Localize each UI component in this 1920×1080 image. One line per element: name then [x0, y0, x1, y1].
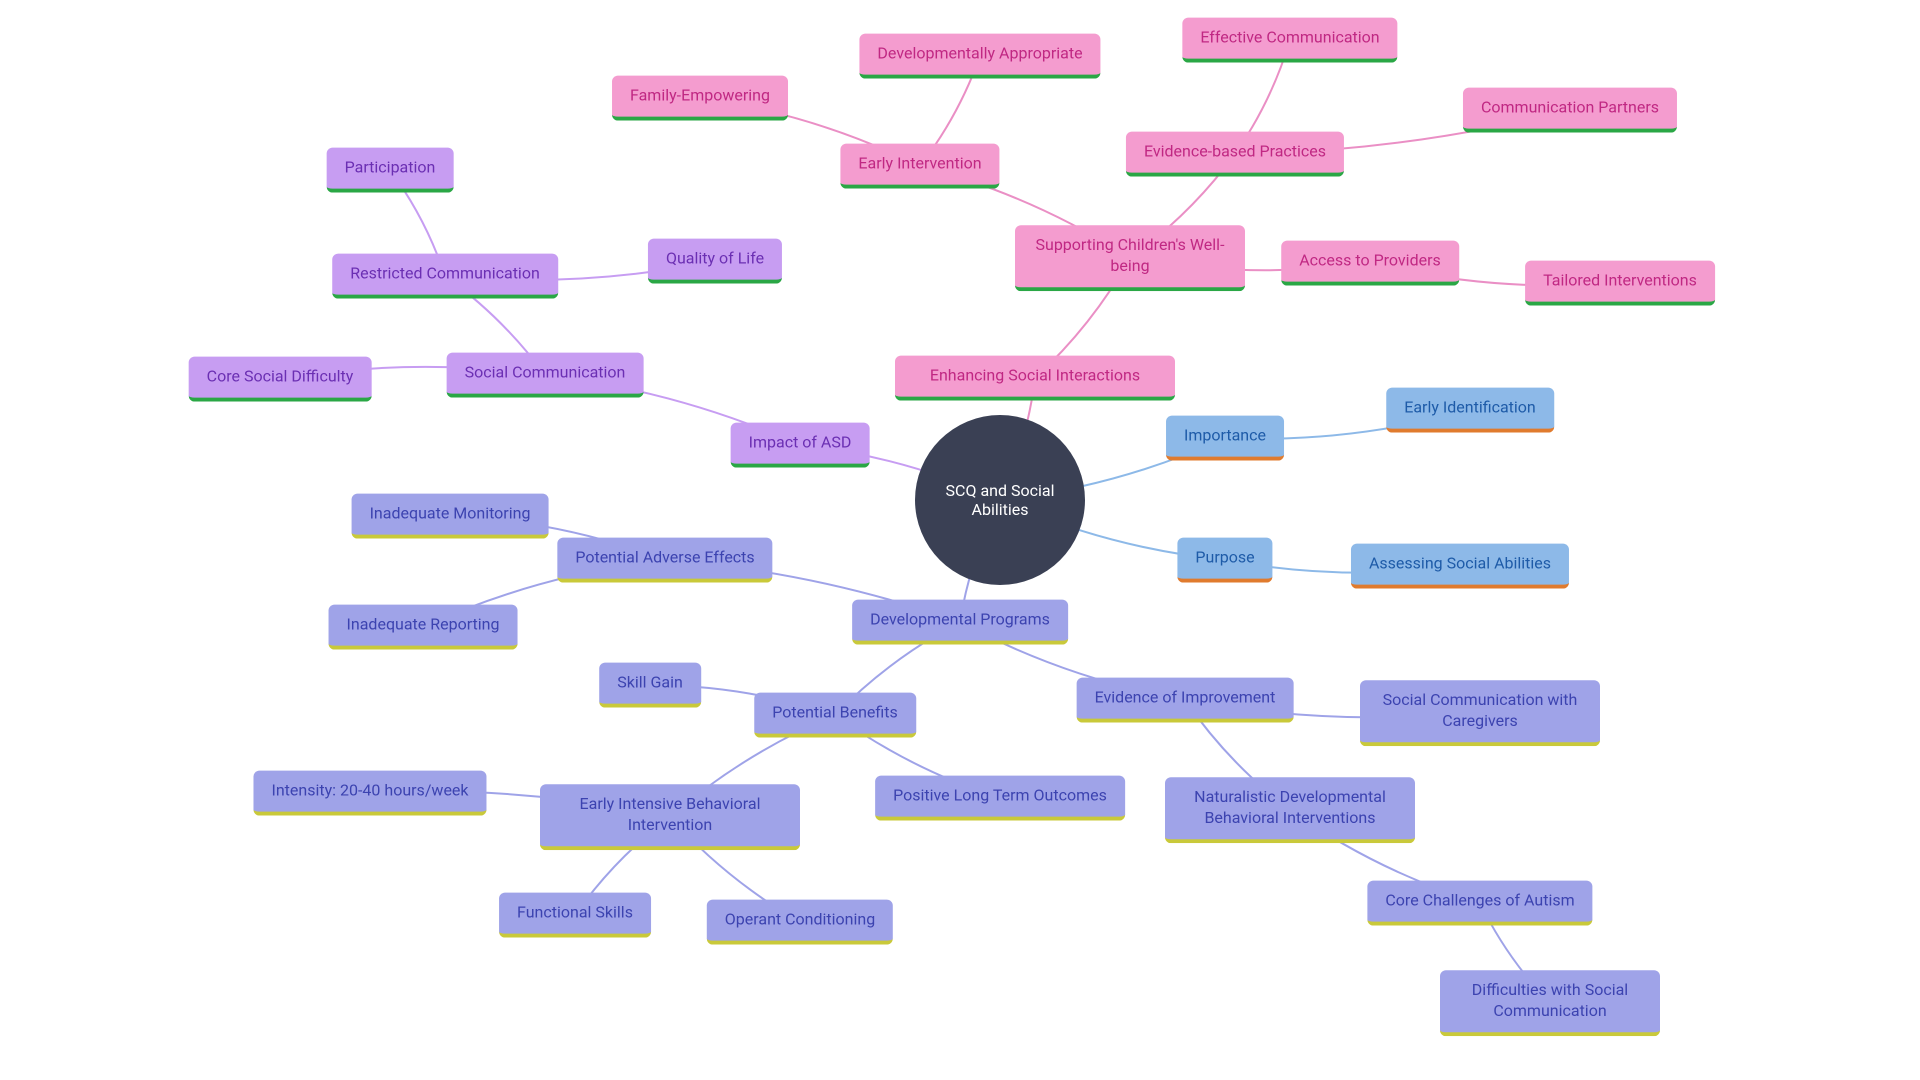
node-evidence[interactable]: Evidence-based Practices: [1126, 132, 1344, 177]
node-effcomm[interactable]: Effective Communication: [1182, 18, 1397, 63]
node-coredif[interactable]: Core Social Difficulty: [189, 357, 372, 402]
node-eibi[interactable]: Early Intensive Behavioral Intervention: [540, 784, 800, 850]
node-enhancing[interactable]: Enhancing Social Interactions: [895, 356, 1175, 401]
node-soccomm[interactable]: Social Communication: [447, 353, 644, 398]
node-earlyid[interactable]: Early Identification: [1386, 388, 1554, 433]
node-restricted[interactable]: Restricted Communication: [332, 254, 558, 299]
node-devprog[interactable]: Developmental Programs: [852, 600, 1068, 645]
node-operant[interactable]: Operant Conditioning: [707, 900, 893, 945]
node-impact[interactable]: Impact of ASD: [731, 423, 870, 468]
node-participation[interactable]: Participation: [327, 148, 454, 193]
center-node[interactable]: SCQ and Social Abilities: [915, 415, 1085, 585]
node-skill[interactable]: Skill Gain: [599, 663, 701, 708]
node-ndbi[interactable]: Naturalistic Developmental Behavioral In…: [1165, 777, 1415, 843]
node-access[interactable]: Access to Providers: [1281, 241, 1459, 286]
node-inrep[interactable]: Inadequate Reporting: [329, 605, 518, 650]
node-wellbeing[interactable]: Supporting Children's Well-being: [1015, 225, 1245, 291]
node-assess[interactable]: Assessing Social Abilities: [1351, 544, 1569, 589]
node-purpose[interactable]: Purpose: [1177, 538, 1272, 583]
node-devapp[interactable]: Developmentally Appropriate: [859, 34, 1100, 79]
node-evimp[interactable]: Evidence of Improvement: [1077, 678, 1294, 723]
node-diffsoc[interactable]: Difficulties with Social Communication: [1440, 970, 1660, 1036]
node-commpart[interactable]: Communication Partners: [1463, 88, 1677, 133]
node-soccare[interactable]: Social Communication with Caregivers: [1360, 680, 1600, 746]
mindmap-canvas: SCQ and Social Abilities Enhancing Social…: [0, 0, 1920, 1080]
node-func[interactable]: Functional Skills: [499, 893, 651, 938]
node-importance[interactable]: Importance: [1166, 416, 1284, 461]
node-tailored[interactable]: Tailored Interventions: [1525, 261, 1715, 306]
node-famemp[interactable]: Family-Empowering: [612, 76, 788, 121]
node-potadv[interactable]: Potential Adverse Effects: [557, 538, 772, 583]
node-earlyint[interactable]: Early Intervention: [840, 144, 999, 189]
node-inmon[interactable]: Inadequate Monitoring: [352, 494, 549, 539]
node-potben[interactable]: Potential Benefits: [754, 693, 916, 738]
node-intensity[interactable]: Intensity: 20-40 hours/week: [253, 771, 486, 816]
node-corech[interactable]: Core Challenges of Autism: [1367, 881, 1592, 926]
node-quality[interactable]: Quality of Life: [648, 239, 782, 284]
node-poslong[interactable]: Positive Long Term Outcomes: [875, 776, 1125, 821]
